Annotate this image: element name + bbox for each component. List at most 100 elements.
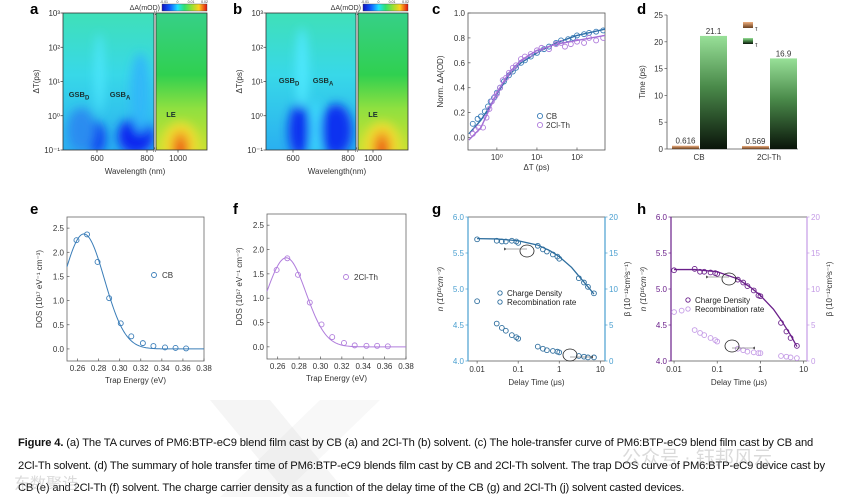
plot-frame xyxy=(155,12,208,151)
y-axis-label: n (10¹⁶cm⁻³) xyxy=(639,266,648,311)
x-tick-label: 2Cl-Th xyxy=(757,153,781,162)
data-point xyxy=(284,255,291,262)
x-axis-label: ΔT (ps) xyxy=(523,163,549,172)
data-point xyxy=(502,327,509,334)
band-annotation: GSBA xyxy=(110,90,131,102)
data-point xyxy=(678,307,685,314)
data-point xyxy=(513,62,519,69)
plot-area xyxy=(468,27,605,141)
data-point xyxy=(329,334,336,341)
axis-indicator-circle xyxy=(721,272,737,286)
x-tick-label: 0.38 xyxy=(398,362,414,371)
y2-tick-label: 0 xyxy=(811,357,816,366)
data-point xyxy=(273,267,280,273)
data-point xyxy=(691,327,698,333)
data-point xyxy=(697,268,703,275)
panel-letter: c xyxy=(432,1,440,18)
x-tick-label: 0.01 xyxy=(666,365,682,374)
panel-e-trap-dos: 0.0 0.5 1.0 1.5 2.0 2.5 0.26 0.28 0.30 0.32 0.34 0.… xyxy=(35,216,212,385)
data-point xyxy=(691,265,698,272)
data-point xyxy=(374,342,381,349)
y2-tick-label: 10 xyxy=(609,285,618,294)
x-tick-label: 800 xyxy=(140,154,154,163)
data-point xyxy=(536,121,544,129)
y-tick-label: 0.0 xyxy=(253,343,265,352)
panel-g-charge-density: 4.0 4.5 5.0 5.5 6.0 0 5 10 15 20 0.01 0.1 1 10 Delay T… xyxy=(436,213,632,387)
y-tick-label: 10¹ xyxy=(251,78,263,87)
y-tick-label: 6.0 xyxy=(656,213,668,222)
data-point xyxy=(498,325,505,331)
figure-caption: Figure 4. (a) The TA curves of PM6:BTP-e… xyxy=(18,432,833,500)
signal-region xyxy=(67,108,96,150)
data-point xyxy=(94,258,101,265)
break-symbol: // xyxy=(355,148,359,154)
x-tick-label: 0.01 xyxy=(469,365,485,374)
x-tick-label: 600 xyxy=(286,154,300,163)
x-tick-label: 10 xyxy=(799,365,808,374)
bar-1 xyxy=(742,145,769,149)
axis-break xyxy=(154,13,156,150)
y-tick-label: 0.5 xyxy=(53,321,65,330)
axis-indicator-circle xyxy=(724,339,740,353)
legend-label: Recombination rate xyxy=(695,305,765,314)
panel-f-trap-dos: 0.0 0.5 1.0 1.5 2.0 2.5 0.26 0.28 0.30 0.32 0.34 0.… xyxy=(235,213,414,383)
data-point xyxy=(128,333,135,340)
y-axis-label: Norm. ΔA(OD) xyxy=(436,55,445,107)
gaussian-fit-line xyxy=(66,233,204,350)
data-point xyxy=(794,355,800,361)
x-tick-label: CB xyxy=(693,153,704,162)
x-axis-label: Trap Energy (eV) xyxy=(306,374,367,383)
y2-tick-label: 15 xyxy=(811,249,820,258)
x-tick-label: 0.1 xyxy=(712,365,724,374)
y2-tick-label: 0 xyxy=(609,357,614,366)
x-tick-label: 0.34 xyxy=(154,364,170,373)
legend-label: τ xyxy=(755,26,758,33)
x-tick-label: 0.30 xyxy=(313,362,329,371)
y2-tick-label: 20 xyxy=(609,213,618,222)
colorbar-tick-label: 0 xyxy=(177,0,179,4)
y-tick-label: 5.0 xyxy=(656,285,668,294)
data-point xyxy=(498,238,505,245)
data-point xyxy=(787,354,794,361)
data-point xyxy=(591,290,597,297)
x-tick-label: 1 xyxy=(758,365,763,374)
band-annotation: GSBD xyxy=(69,90,90,102)
data-point xyxy=(556,255,563,262)
y-tick-label: 1.5 xyxy=(253,270,265,279)
colorbar xyxy=(161,3,208,12)
y-tick-label: 0.0 xyxy=(53,345,65,354)
y-tick-label: 0 xyxy=(659,145,664,154)
x-tick-label: 800 xyxy=(341,154,355,163)
data-point xyxy=(508,332,515,338)
data-point xyxy=(117,320,124,327)
x-tick-label: 0.38 xyxy=(196,364,212,373)
y-tick-label: 10³ xyxy=(251,9,263,18)
bar-value-label: 16.9 xyxy=(776,49,792,58)
data-point xyxy=(544,248,550,255)
colorbar-tick-label: 0.02 xyxy=(402,0,409,4)
data-point xyxy=(497,299,503,305)
plot-frame xyxy=(66,216,205,362)
watermark-text: 公众号 · 钰邦风云 xyxy=(622,448,772,469)
y-axis-label: DOS (10¹⁷ eV⁻¹ cm⁻³) xyxy=(35,250,44,328)
data-point xyxy=(585,283,591,290)
data-point xyxy=(497,84,504,91)
y2-tick-label: 15 xyxy=(609,249,618,258)
colorbar-tick-label: -0.01 xyxy=(160,0,168,4)
data-point xyxy=(183,345,190,352)
plot-frame xyxy=(357,12,409,151)
data-point xyxy=(162,344,168,351)
x-tick-label: 10¹ xyxy=(531,153,543,162)
signal-region xyxy=(130,53,151,133)
signal-region xyxy=(296,28,308,108)
y2-tick-label: 10 xyxy=(811,285,820,294)
legend-label: 2Cl-Th xyxy=(546,121,570,130)
data-point xyxy=(306,299,313,306)
y-tick-label: 1.0 xyxy=(53,297,65,306)
y-tick-label: 10⁻¹ xyxy=(44,146,60,155)
data-point xyxy=(536,112,544,120)
data-point xyxy=(744,283,751,289)
data-point xyxy=(384,343,391,350)
data-point xyxy=(502,238,509,245)
y-axis-label: ΔT(ps) xyxy=(32,69,41,93)
